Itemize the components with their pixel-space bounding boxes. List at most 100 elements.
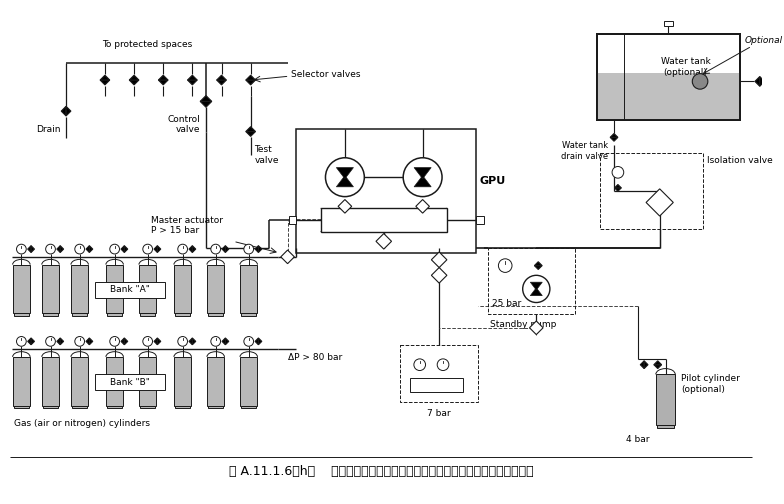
Polygon shape [338,200,352,213]
Polygon shape [654,361,662,365]
Polygon shape [125,245,128,253]
Bar [601,153,703,229]
Circle shape [211,337,220,346]
Text: Test
valve: Test valve [255,145,279,164]
Circle shape [74,337,85,346]
Polygon shape [187,75,198,80]
Polygon shape [535,266,542,270]
Text: Standby pump: Standby pump [491,320,557,329]
Polygon shape [86,338,89,345]
Circle shape [74,244,85,254]
Polygon shape [121,338,125,345]
Polygon shape [255,245,259,253]
Circle shape [414,359,426,370]
Bar [208,313,223,316]
Bar [597,34,740,120]
Polygon shape [641,361,644,368]
Circle shape [244,337,253,346]
Circle shape [143,337,153,346]
Circle shape [403,158,442,197]
Polygon shape [158,75,168,80]
Bar [597,34,740,120]
Polygon shape [216,75,227,80]
Circle shape [110,244,119,254]
Circle shape [45,337,56,346]
Circle shape [325,158,365,197]
Text: 7 bar: 7 bar [427,409,451,418]
Text: ΔP > 80 bar: ΔP > 80 bar [288,353,342,362]
Bar [13,265,30,313]
Polygon shape [431,252,447,268]
Bar [296,129,476,253]
Bar [13,406,29,408]
Polygon shape [259,245,262,253]
Bar [107,406,122,408]
Polygon shape [86,245,89,253]
Bar [71,265,89,313]
Circle shape [692,74,708,89]
Polygon shape [529,321,543,335]
Polygon shape [154,245,158,253]
Bar [42,265,60,313]
Text: Selector valves: Selector valves [292,70,361,79]
Text: Drain: Drain [36,124,60,134]
Polygon shape [27,338,31,345]
Polygon shape [56,245,60,253]
Polygon shape [255,338,259,345]
Text: Bank "B": Bank "B" [111,377,150,387]
Polygon shape [336,167,354,179]
Polygon shape [646,189,673,216]
Bar [106,265,123,313]
Text: To protected spaces: To protected spaces [103,40,193,49]
Bar [208,406,223,408]
Polygon shape [414,167,431,179]
Polygon shape [222,245,225,253]
Polygon shape [530,288,543,296]
Circle shape [612,166,624,178]
Bar [410,379,463,392]
Polygon shape [192,338,196,345]
Bar [72,313,88,316]
Polygon shape [158,245,161,253]
Polygon shape [246,132,256,137]
Bar [655,374,675,425]
Polygon shape [281,250,294,264]
Text: Gas (air or nitrogen) cylinders: Gas (air or nitrogen) cylinders [13,419,150,428]
Polygon shape [246,75,256,80]
Circle shape [45,244,56,254]
Polygon shape [431,268,447,283]
Bar [476,216,484,224]
Polygon shape [610,138,618,141]
Polygon shape [125,338,128,345]
Bar [241,406,256,408]
Bar [401,345,478,402]
Polygon shape [100,80,110,85]
Bar [71,357,89,406]
Bar [597,73,740,120]
Bar [174,357,191,406]
Bar [42,357,60,406]
Polygon shape [755,77,760,86]
Bar [72,406,88,408]
Circle shape [523,275,550,302]
Bar [95,282,165,298]
Circle shape [143,244,153,254]
Bar [139,265,157,313]
Bar [657,425,674,428]
Circle shape [211,244,220,254]
Bar [140,406,155,408]
Bar [139,357,157,406]
Polygon shape [654,365,662,368]
Polygon shape [129,75,139,80]
Polygon shape [615,184,621,188]
Circle shape [499,259,512,272]
Polygon shape [89,245,93,253]
Circle shape [178,337,187,346]
Polygon shape [61,106,66,116]
Text: Pilot cylinder
(optional): Pilot cylinder (optional) [681,374,740,394]
Polygon shape [336,175,354,187]
Polygon shape [615,188,621,192]
Polygon shape [200,101,212,107]
Bar [207,265,224,313]
Text: 图 A.11.1.6（h）    应用于机械设备间和汽轮机罩的细水雾系统气体泵组（典型）: 图 A.11.1.6（h） 应用于机械设备间和汽轮机罩的细水雾系统气体泵组（典型… [228,465,533,478]
